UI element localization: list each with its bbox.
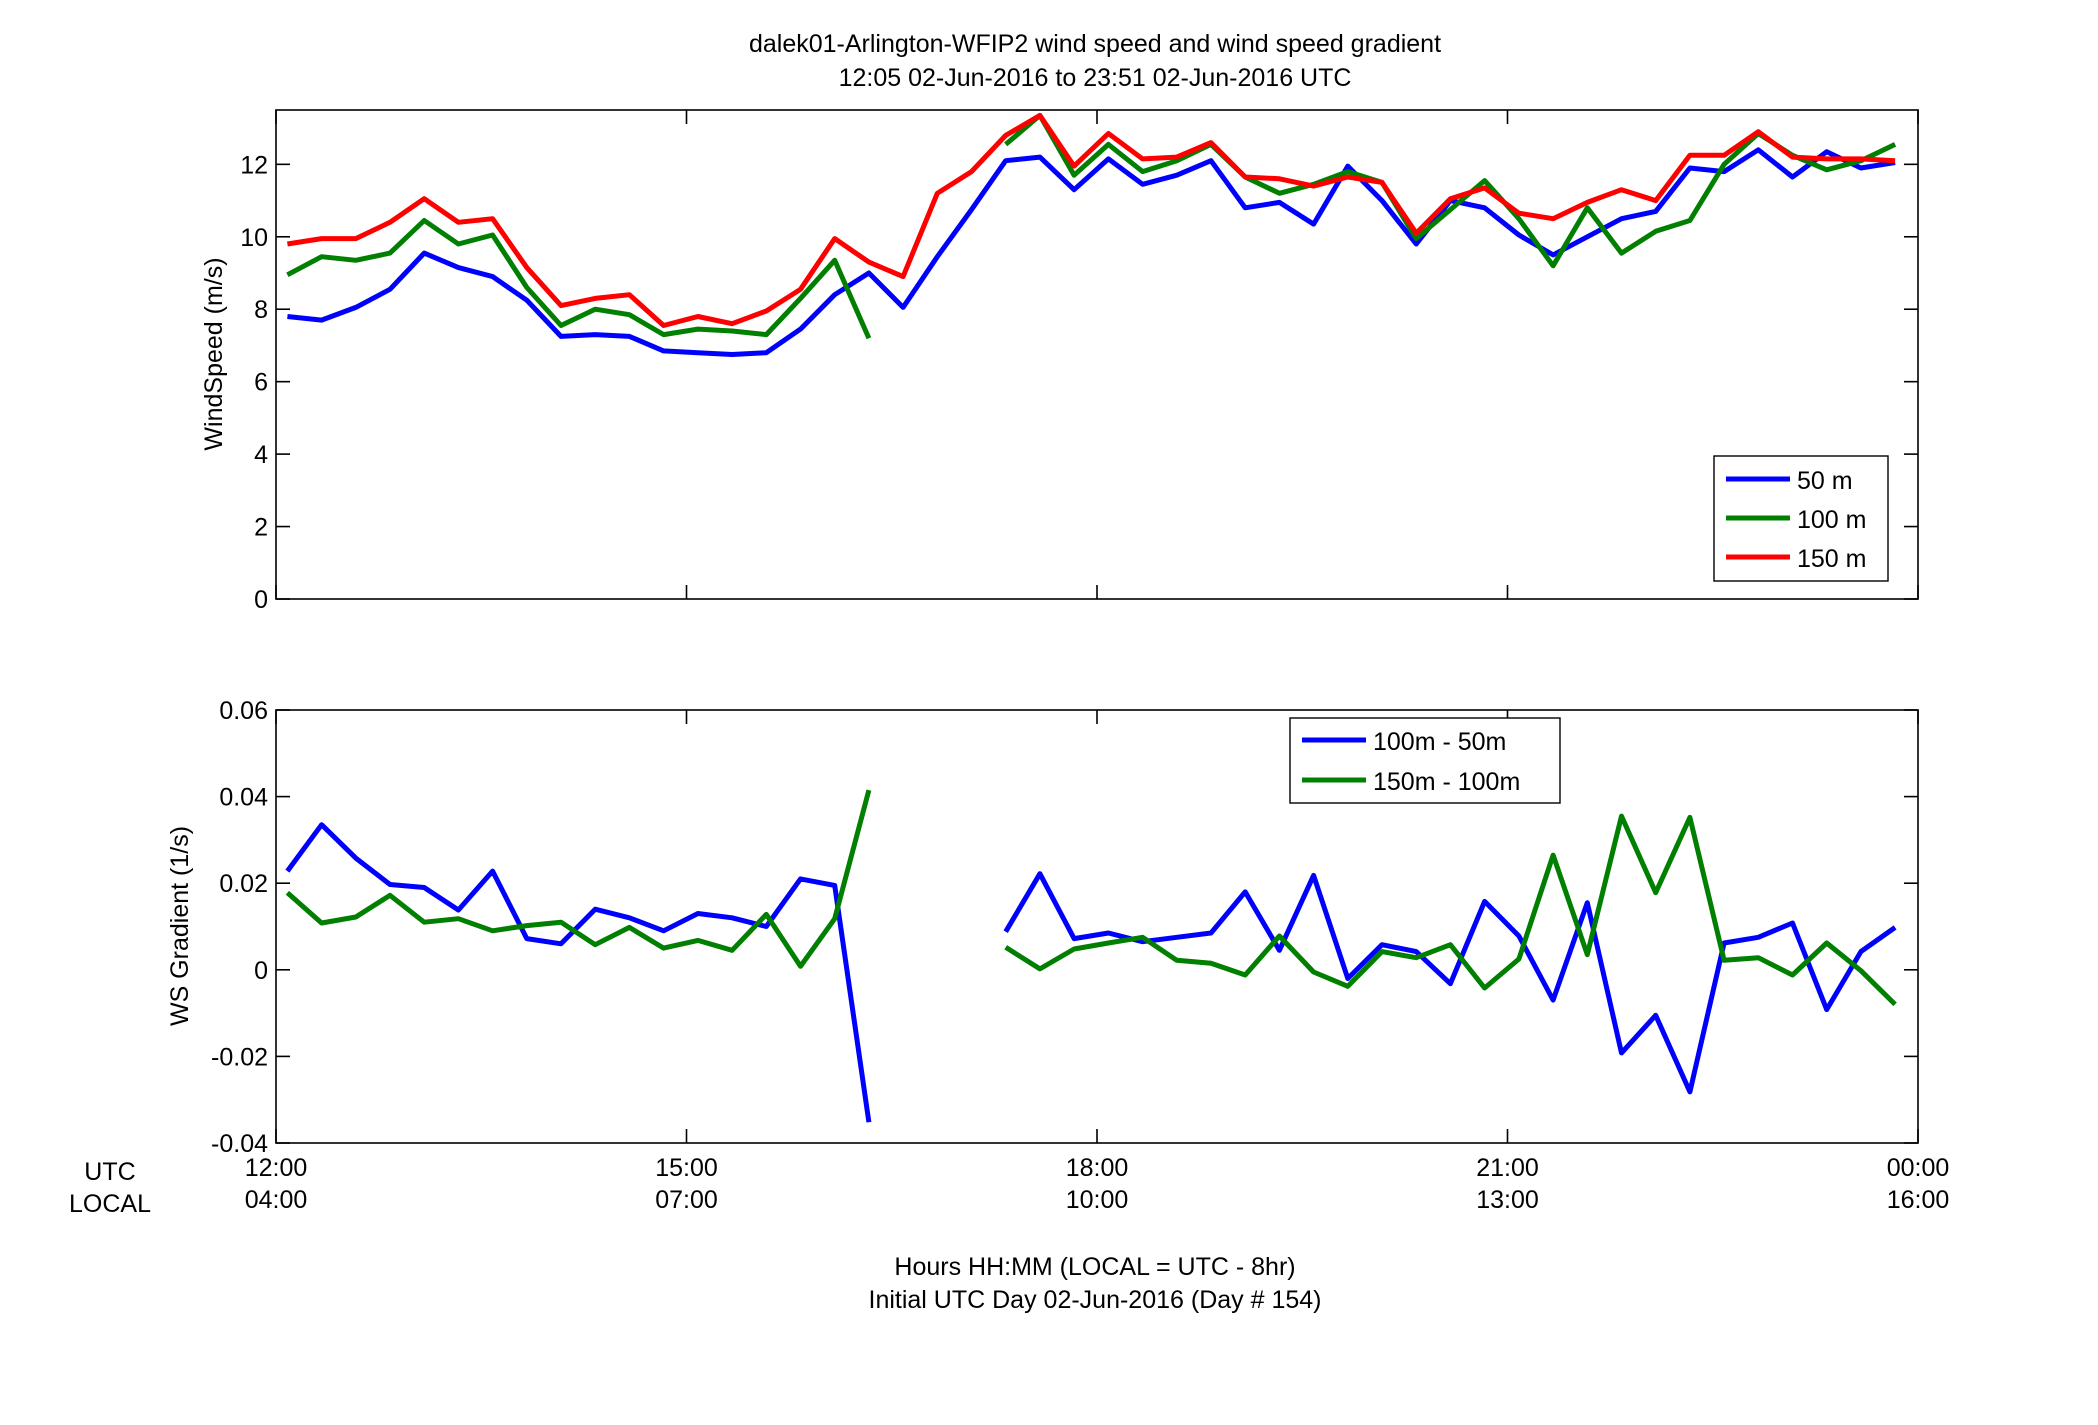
windspeed-ytick-label: 10 <box>240 224 268 252</box>
windspeed-ytick-label: 2 <box>254 514 268 542</box>
gradient-ticks: -0.04 -0.02 0 0.02 0.04 0.06 <box>211 697 1919 1158</box>
windspeed-ytick-label: 0 <box>254 586 268 614</box>
x-tick-label-utc: 12:00 <box>245 1154 308 1182</box>
gradient-axes: WS Gradient (1/s) -0.04 -0.02 0 0.02 0.04 0.0… <box>166 697 1919 1158</box>
utc-row-label: UTC <box>84 1158 135 1186</box>
windspeed-axes: WindSpeed (m/s) 0 2 4 6 8 10 12 50 m 100 m 150… <box>200 109 1919 614</box>
gradient-ylabel: WS Gradient (1/s) <box>166 826 194 1026</box>
chart-subtitle: 12:05 02-Jun-2016 to 23:51 02-Jun-2016 U… <box>839 64 1352 92</box>
x-tick-labels: 12:00 04:00 15:00 07:00 18:00 10:00 21:00 13:00… <box>245 1154 1950 1214</box>
x-tick-label-local: 10:00 <box>1066 1186 1129 1214</box>
gradient-series <box>285 789 1897 1123</box>
gradient-legend-box <box>1289 717 1561 804</box>
local-row-label: LOCAL <box>69 1190 151 1218</box>
x-tick-label-utc: 15:00 <box>655 1154 718 1182</box>
x-axis-label: Hours HH:MM (LOCAL = UTC - 8hr) <box>894 1253 1295 1281</box>
gradient-legend: 100m - 50m 150m - 100m <box>1289 717 1561 804</box>
series-line-150m-100m <box>285 789 1897 1007</box>
windspeed-ticks: 0 2 4 6 8 10 12 <box>240 110 1919 614</box>
legend-label-150m: 150 m <box>1797 545 1866 573</box>
gradient-ytick-label: -0.04 <box>211 1130 268 1158</box>
windspeed-legend: 50 m 100 m 150 m <box>1713 455 1889 582</box>
x-tick-label-utc: 00:00 <box>1887 1154 1950 1182</box>
windspeed-ylabel: WindSpeed (m/s) <box>200 257 228 450</box>
x-tick-label-local: 13:00 <box>1476 1186 1539 1214</box>
windspeed-ytick-label: 12 <box>240 151 268 179</box>
legend-label-100m-50m: 100m - 50m <box>1373 728 1506 756</box>
gradient-ytick-label: -0.02 <box>211 1043 268 1071</box>
windspeed-series <box>286 112 1897 357</box>
gradient-ytick-label: 0.04 <box>219 784 268 812</box>
gradient-ytick-label: 0.02 <box>219 870 268 898</box>
windspeed-ytick-label: 8 <box>254 296 268 324</box>
x-tick-label-utc: 21:00 <box>1476 1154 1539 1182</box>
x-tick-label-utc: 18:00 <box>1066 1154 1129 1182</box>
series-line-100m-50m <box>285 822 1897 1123</box>
gradient-ytick-label: 0 <box>254 957 268 985</box>
legend-label-100m: 100 m <box>1797 506 1866 534</box>
x-tick-label-local: 07:00 <box>655 1186 718 1214</box>
x-tick-label-local: 16:00 <box>1887 1186 1950 1214</box>
x-tick-label-local: 04:00 <box>245 1186 308 1214</box>
series-line-100m <box>286 112 1897 340</box>
gradient-ytick-label: 0.06 <box>219 697 268 725</box>
series-line-50m <box>287 147 1896 357</box>
x-axis-sublabel: Initial UTC Day 02-Jun-2016 (Day # 154) <box>869 1286 1322 1314</box>
windspeed-ytick-label: 4 <box>254 441 268 469</box>
windspeed-ytick-label: 6 <box>254 369 268 397</box>
chart-title: dalek01-Arlington-WFIP2 wind speed and w… <box>749 30 1441 58</box>
legend-label-50m: 50 m <box>1797 467 1853 495</box>
legend-label-150m-100m: 150m - 100m <box>1373 768 1520 796</box>
series-line-150m <box>287 112 1896 328</box>
